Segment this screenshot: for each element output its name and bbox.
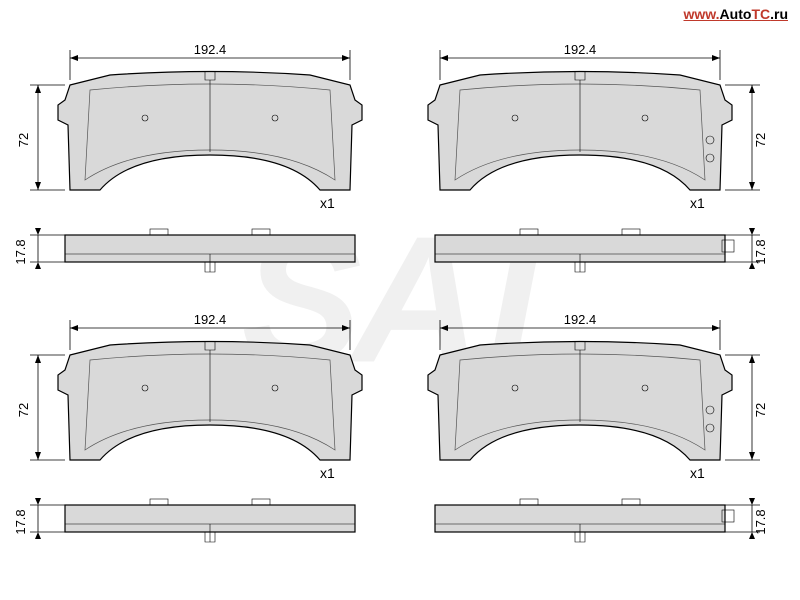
qty-label: x1 <box>690 465 705 481</box>
drawing-canvas: 192.4 72 x1 17.8 <box>0 0 800 600</box>
dim-width: 192.4 <box>564 312 597 327</box>
pad-drawing-tr: 192.4 72 x1 17.8 <box>400 40 780 310</box>
pad-drawing-bl: 192.4 72 x1 17.8 <box>10 310 390 580</box>
dim-height: 72 <box>16 403 31 417</box>
dim-width: 192.4 <box>564 42 597 57</box>
qty-label: x1 <box>320 465 335 481</box>
dim-height: 72 <box>753 403 768 417</box>
quadrant-top-left: 192.4 72 x1 17.8 <box>10 40 390 310</box>
pad-drawing-tl: 192.4 72 x1 17.8 <box>10 40 390 310</box>
quadrant-bottom-left: 192.4 72 x1 17.8 <box>10 310 390 580</box>
dim-width: 192.4 <box>194 42 227 57</box>
quadrant-bottom-right: 192.4 72 x1 17.8 <box>400 310 780 580</box>
pad-drawing-br: 192.4 72 x1 17.8 <box>400 310 780 580</box>
dim-thickness: 17.8 <box>753 239 768 264</box>
dim-thickness: 17.8 <box>753 509 768 534</box>
dim-height: 72 <box>753 133 768 147</box>
dim-thickness: 17.8 <box>13 239 28 264</box>
dim-height: 72 <box>16 133 31 147</box>
qty-label: x1 <box>320 195 335 211</box>
dim-thickness: 17.8 <box>13 509 28 534</box>
dim-width: 192.4 <box>194 312 227 327</box>
qty-label: x1 <box>690 195 705 211</box>
quadrant-top-right: 192.4 72 x1 17.8 <box>400 40 780 310</box>
